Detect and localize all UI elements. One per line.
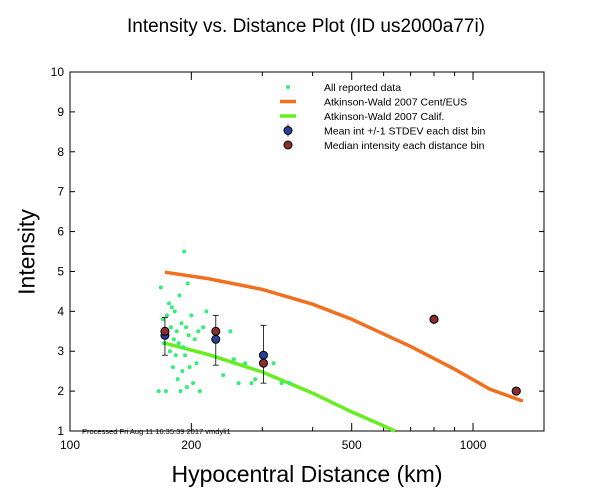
y-tick-label: 10 [51, 65, 65, 79]
y-tick-label: 3 [57, 344, 64, 358]
processed-footer: Processed Fri Aug 11 16:35:39 2017 vmdyl… [82, 427, 231, 436]
data-point [287, 381, 292, 386]
data-point [279, 381, 284, 386]
y-axis-label: Intensity [13, 209, 40, 295]
legend-point-swatch [286, 85, 290, 89]
data-point [180, 369, 185, 374]
bin-statistics [160, 314, 521, 396]
data-point [243, 361, 248, 366]
y-tick-label: 9 [57, 105, 64, 119]
model-line [164, 270, 524, 403]
model-line [164, 341, 396, 433]
data-point [186, 333, 191, 338]
y-tick-label: 2 [57, 384, 64, 398]
axis-ticks: 1 2 3 4 5 6 7 8 9 10 100 200 500 1000 [51, 65, 545, 452]
data-point [253, 377, 258, 382]
data-point [184, 385, 189, 390]
data-point [177, 293, 182, 298]
plot-frame [69, 71, 545, 432]
legend-label: All reported data [324, 82, 401, 94]
data-point [182, 249, 187, 254]
median-marker [258, 358, 268, 368]
data-point [163, 389, 168, 394]
y-tick-label: 4 [57, 304, 64, 318]
data-point [175, 377, 180, 382]
legend-label: Atkinson-Wald 2007 Calif. [324, 111, 444, 123]
legend-label: Atkinson-Wald 2007 Cent/EUS [324, 97, 467, 109]
data-point [174, 329, 179, 334]
data-point [236, 381, 241, 386]
legend: All reported data Atkinson-Wald 2007 Cent… [280, 82, 486, 152]
data-point [158, 285, 163, 290]
y-tick-label: 6 [57, 225, 64, 239]
legend-marker-swatch [283, 140, 293, 150]
y-tick-label: 5 [57, 264, 64, 278]
data-point [173, 353, 178, 358]
median-marker [160, 326, 170, 336]
y-tick-label: 7 [57, 185, 64, 199]
data-point [197, 389, 202, 394]
chart-title: Intensity vs. Distance Plot (ID us2000a7… [126, 16, 485, 37]
data-point [271, 361, 276, 366]
data-point [194, 361, 199, 366]
data-point [170, 365, 175, 370]
data-point [179, 321, 184, 326]
mean-marker [211, 334, 221, 344]
data-point [167, 349, 172, 354]
legend-label: Mean int +/-1 STDEV each dist bin [324, 126, 486, 138]
x-tick-label: 500 [342, 438, 362, 452]
data-point [166, 301, 171, 306]
legend-marker-swatch [283, 126, 293, 135]
data-point [189, 313, 194, 318]
data-point [185, 281, 190, 286]
data-point [160, 317, 165, 322]
x-tick-label: 1000 [460, 438, 487, 452]
data-point [191, 381, 196, 386]
legend-label: Median intensity each distance bin [324, 140, 485, 152]
median-marker [211, 326, 221, 336]
data-point [192, 337, 197, 342]
data-point [178, 389, 183, 394]
model-lines [164, 270, 524, 433]
data-point [181, 345, 186, 350]
median-marker [429, 314, 439, 324]
data-point [169, 305, 174, 310]
data-point [172, 309, 177, 314]
data-point [249, 381, 254, 386]
mean-marker [258, 350, 268, 360]
data-point [201, 325, 206, 330]
data-point [204, 309, 209, 314]
x-tick-label: 100 [60, 438, 80, 452]
data-point [196, 329, 201, 334]
x-axis-label: Hypocentral Distance (km) [171, 461, 443, 487]
y-tick-label: 1 [57, 424, 64, 438]
y-tick-label: 8 [57, 145, 64, 159]
data-point [156, 389, 161, 394]
data-point [176, 341, 181, 346]
data-point [164, 313, 169, 318]
data-point [183, 325, 188, 330]
data-point [187, 365, 192, 370]
data-points [156, 249, 519, 394]
median-marker [511, 386, 521, 396]
data-point [231, 357, 236, 362]
x-tick-label: 200 [181, 438, 201, 452]
data-point [228, 329, 233, 334]
data-point [221, 373, 226, 378]
data-point [171, 337, 176, 342]
data-point [168, 325, 173, 330]
data-point [183, 353, 188, 358]
